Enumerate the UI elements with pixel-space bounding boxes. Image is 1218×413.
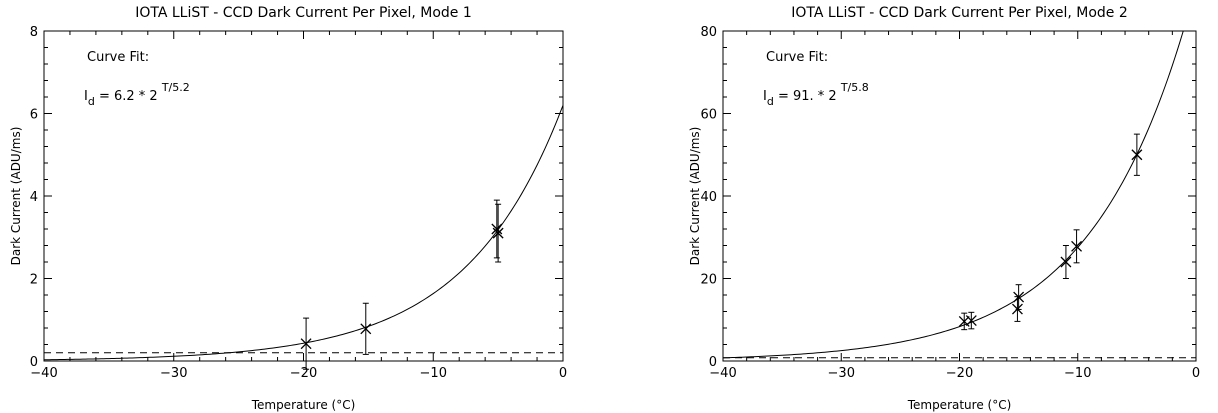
chart1-data-point xyxy=(360,323,372,335)
chart1-y-tick-label: 6 xyxy=(30,108,38,123)
chart2-x-tick-label: −40 xyxy=(709,366,736,381)
chart2-fit-subscript: d xyxy=(767,95,774,108)
chart2-x-tick-label: 0 xyxy=(1192,366,1200,381)
chart2-data-point xyxy=(1013,291,1025,303)
chart2-y-tick-label: 80 xyxy=(700,25,717,40)
chart1-x-tick-label: −40 xyxy=(30,366,57,381)
chart2-data-point-x-b xyxy=(958,315,970,327)
chart2-y-axis-label: Dark Current (ADU/ms) xyxy=(688,127,702,266)
chart1-y-tick-label: 8 xyxy=(30,25,38,40)
chart2-fit-exponent: T/5.8 xyxy=(840,81,869,94)
chart1-plot-frame xyxy=(43,30,564,362)
chart2-fit-base: I xyxy=(763,89,767,104)
chart2-x-tick-label: −20 xyxy=(946,366,973,381)
chart2-title: IOTA LLiST - CCD Dark Current Per Pixel,… xyxy=(791,5,1128,21)
chart2-data-point xyxy=(1060,256,1072,268)
chart2-x-tick-label: −30 xyxy=(828,366,855,381)
chart1-x-tick-label: −30 xyxy=(160,366,187,381)
chart1-x-tick-label: −10 xyxy=(420,366,447,381)
chart1-fit-body: = 6.2 * 2 xyxy=(95,89,162,104)
chart1-data-point-x-b xyxy=(491,223,503,235)
chart2-y-tick-label: 0 xyxy=(709,355,717,370)
chart2-data-point xyxy=(1131,149,1143,161)
chart2-panel: IOTA LLiST - CCD Dark Current Per Pixel,… xyxy=(688,5,1200,412)
chart1-data-point-x-b xyxy=(492,227,504,239)
chart2-fit-equation: Id = 91. * 2 T/5.8 xyxy=(763,81,869,108)
chart2-data-point xyxy=(965,315,977,327)
chart1-y-axis-label: Dark Current (ADU/ms) xyxy=(9,127,23,266)
chart2-data-point-x-b xyxy=(1131,149,1143,161)
chart2-y-tick-label: 40 xyxy=(700,190,717,205)
chart2-data-point-x-b xyxy=(1060,256,1072,268)
chart1-data-point-x-b xyxy=(300,338,312,350)
chart1-fit-equation: Id = 6.2 * 2 T/5.2 xyxy=(84,81,190,108)
chart1-fit-curve xyxy=(44,105,563,361)
chart1-data-point xyxy=(491,223,503,235)
chart1-fit-exponent: T/5.2 xyxy=(161,81,190,94)
chart1-x-axis-label: Temperature (°C) xyxy=(251,398,356,412)
chart1-y-tick-label: 2 xyxy=(30,273,38,288)
chart1-y-tick-label: 4 xyxy=(30,190,38,205)
chart2-fit-body: = 91. * 2 xyxy=(774,89,841,104)
chart2-fit-heading: Curve Fit: xyxy=(766,50,828,65)
chart1-fit-subscript: d xyxy=(88,95,95,108)
chart2-data-point-x-b xyxy=(965,315,977,327)
chart2-data-point-x-b xyxy=(1013,291,1025,303)
chart2-y-tick-label: 20 xyxy=(700,273,717,288)
chart2-y-tick-label: 60 xyxy=(700,108,717,123)
chart2-data-point xyxy=(1071,240,1083,252)
chart1-panel: IOTA LLiST - CCD Dark Current Per Pixel,… xyxy=(9,5,567,412)
chart2-x-tick-label: −10 xyxy=(1064,366,1091,381)
chart2-plot-frame xyxy=(722,30,1197,362)
chart1-data-point xyxy=(300,338,312,350)
chart2-x-axis-label: Temperature (°C) xyxy=(907,398,1012,412)
chart1-x-tick-label: 0 xyxy=(559,366,567,381)
chart1-data-point xyxy=(492,227,504,239)
chart1-x-tick-label: −20 xyxy=(290,366,317,381)
chart1-fit-heading: Curve Fit: xyxy=(87,50,149,65)
chart2-data-point-x-b xyxy=(1071,240,1083,252)
chart1-data-point-x-b xyxy=(360,323,372,335)
chart1-title: IOTA LLiST - CCD Dark Current Per Pixel,… xyxy=(135,5,472,21)
chart1-y-tick-label: 0 xyxy=(30,355,38,370)
chart1-fit-base: I xyxy=(84,89,88,104)
